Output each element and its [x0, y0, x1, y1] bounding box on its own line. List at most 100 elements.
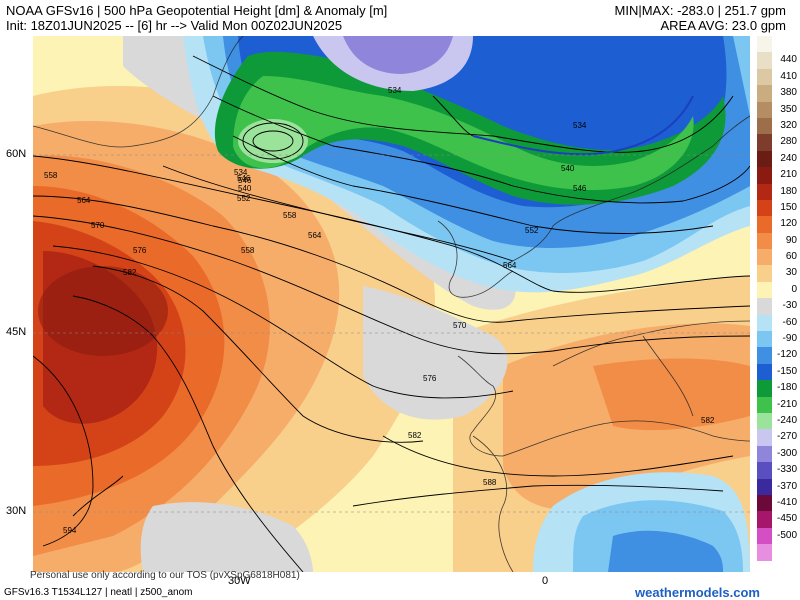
legend-row: 30 — [755, 265, 800, 282]
legend-label: -450 — [776, 513, 797, 525]
legend-label: -210 — [776, 398, 797, 410]
legend-row: -120 — [755, 347, 800, 364]
area-average-readout: AREA AVG: 23.0 gpm — [660, 18, 787, 33]
contour-label: 552 — [525, 226, 539, 235]
contour-label: 534 — [234, 168, 248, 177]
init-valid-time: Init: 18Z01JUN2025 -- [6] hr --> Valid M… — [6, 18, 343, 33]
legend-swatch — [757, 331, 772, 348]
legend-label: 180 — [780, 185, 797, 197]
legend-label: 440 — [780, 54, 797, 66]
legend-row: 410 — [755, 68, 800, 86]
contour-label: 540 — [238, 184, 252, 193]
legend-label: -150 — [776, 365, 797, 377]
contour-label: 534 — [573, 121, 587, 130]
map-title: NOAA GFSv16 | 500 hPa Geopotential Heigh… — [6, 3, 388, 18]
contour-label: 552 — [237, 194, 251, 203]
legend-row: -240 — [755, 412, 800, 430]
legend-swatch — [757, 117, 772, 135]
contour-label: 564 — [77, 196, 91, 205]
legend-swatch — [757, 396, 772, 413]
legend-row: -90 — [755, 331, 800, 348]
contour-label: 534 — [388, 86, 402, 95]
legend-row: 350 — [755, 101, 800, 118]
legend-swatch — [757, 265, 772, 282]
brand-link[interactable]: weathermodels.com — [635, 585, 760, 600]
map-canvas — [33, 36, 750, 572]
contour-label: 558 — [283, 211, 297, 220]
contour-label: 570 — [91, 221, 105, 230]
contour-label: 540 — [561, 164, 575, 173]
legend-row: -500 — [755, 527, 800, 545]
legend-swatch — [757, 199, 772, 217]
legend-label: -500 — [776, 529, 797, 541]
legend-label: 380 — [780, 87, 797, 99]
legend-swatch — [757, 298, 772, 315]
legend-label: -120 — [776, 349, 797, 361]
legend-swatch — [757, 511, 772, 528]
usage-notice: Personal use only according to our TOS (… — [30, 570, 300, 581]
legend-row: -60 — [755, 314, 800, 332]
legend-swatch — [757, 52, 772, 69]
run-info: GFSv16.3 T1534L127 | neatl | z500_anom — [4, 587, 193, 598]
legend-row: 280 — [755, 134, 800, 151]
legend-swatch — [757, 478, 772, 495]
contour-label: 564 — [503, 261, 517, 270]
legend-row: 150 — [755, 199, 800, 217]
legend-row: -450 — [755, 511, 800, 528]
legend-swatch — [757, 380, 772, 397]
legend-swatch — [757, 347, 772, 364]
highlight-contour — [472, 95, 694, 156]
legend-row: -210 — [755, 396, 800, 413]
legend-swatch — [757, 101, 772, 118]
legend-label: 30 — [785, 267, 797, 279]
anomaly-map: 534 534 534 540 540 546 546 546 552 552 558 558 558 5… — [33, 36, 750, 572]
height-contours — [33, 55, 750, 572]
legend-swatch — [757, 314, 772, 332]
legend-label: -60 — [782, 316, 797, 328]
legend-row: -150 — [755, 363, 800, 381]
contour-label: 576 — [133, 246, 147, 255]
legend-swatch — [757, 216, 772, 233]
lon-label-30w: 30W — [228, 575, 251, 587]
legend-label: 240 — [780, 152, 797, 164]
lat-label-60n: 60N — [6, 148, 27, 160]
legend-label: 210 — [780, 169, 797, 181]
anomaly-legend: 440 410 380 350 320 280 240 210 180 150 120 90 60 30 0… — [755, 36, 800, 561]
contour-label: 588 — [483, 478, 497, 487]
legend-swatch — [757, 445, 772, 463]
legend-swatch — [757, 36, 772, 53]
legend-row: 0 — [755, 281, 800, 299]
legend-swatch — [757, 249, 772, 266]
contour-label: 546 — [573, 184, 587, 193]
legend-row: 210 — [755, 167, 800, 184]
contour-label: 558 — [44, 171, 58, 180]
legend-swatch — [757, 363, 772, 381]
legend-label: 120 — [780, 218, 797, 230]
legend-label: 150 — [780, 201, 797, 213]
legend-row: -300 — [755, 445, 800, 463]
legend-label: -270 — [776, 431, 797, 443]
legend-row: -180 — [755, 380, 800, 397]
contour-label: 576 — [423, 374, 437, 383]
legend-swatch — [757, 68, 772, 86]
legend-swatch — [757, 167, 772, 184]
legend-label: 320 — [780, 119, 797, 131]
lon-label-0: 0 — [542, 575, 549, 587]
lat-label-30n: 30N — [6, 505, 27, 517]
legend-row: -30 — [755, 298, 800, 315]
legend-row — [755, 544, 800, 561]
legend-swatch — [757, 544, 772, 561]
legend-row — [755, 36, 800, 53]
legend-row: 240 — [755, 150, 800, 168]
legend-label: 0 — [791, 283, 797, 295]
legend-label: 350 — [780, 103, 797, 115]
legend-label: -330 — [776, 464, 797, 476]
legend-row: -270 — [755, 429, 800, 446]
legend-label: -370 — [776, 480, 797, 492]
legend-row: 320 — [755, 117, 800, 135]
contour-label: 564 — [308, 231, 322, 240]
contour-label: 546 — [237, 174, 251, 183]
legend-label: -410 — [776, 496, 797, 508]
contour-label: 582 — [701, 416, 715, 425]
contour-label: 594 — [63, 526, 77, 535]
